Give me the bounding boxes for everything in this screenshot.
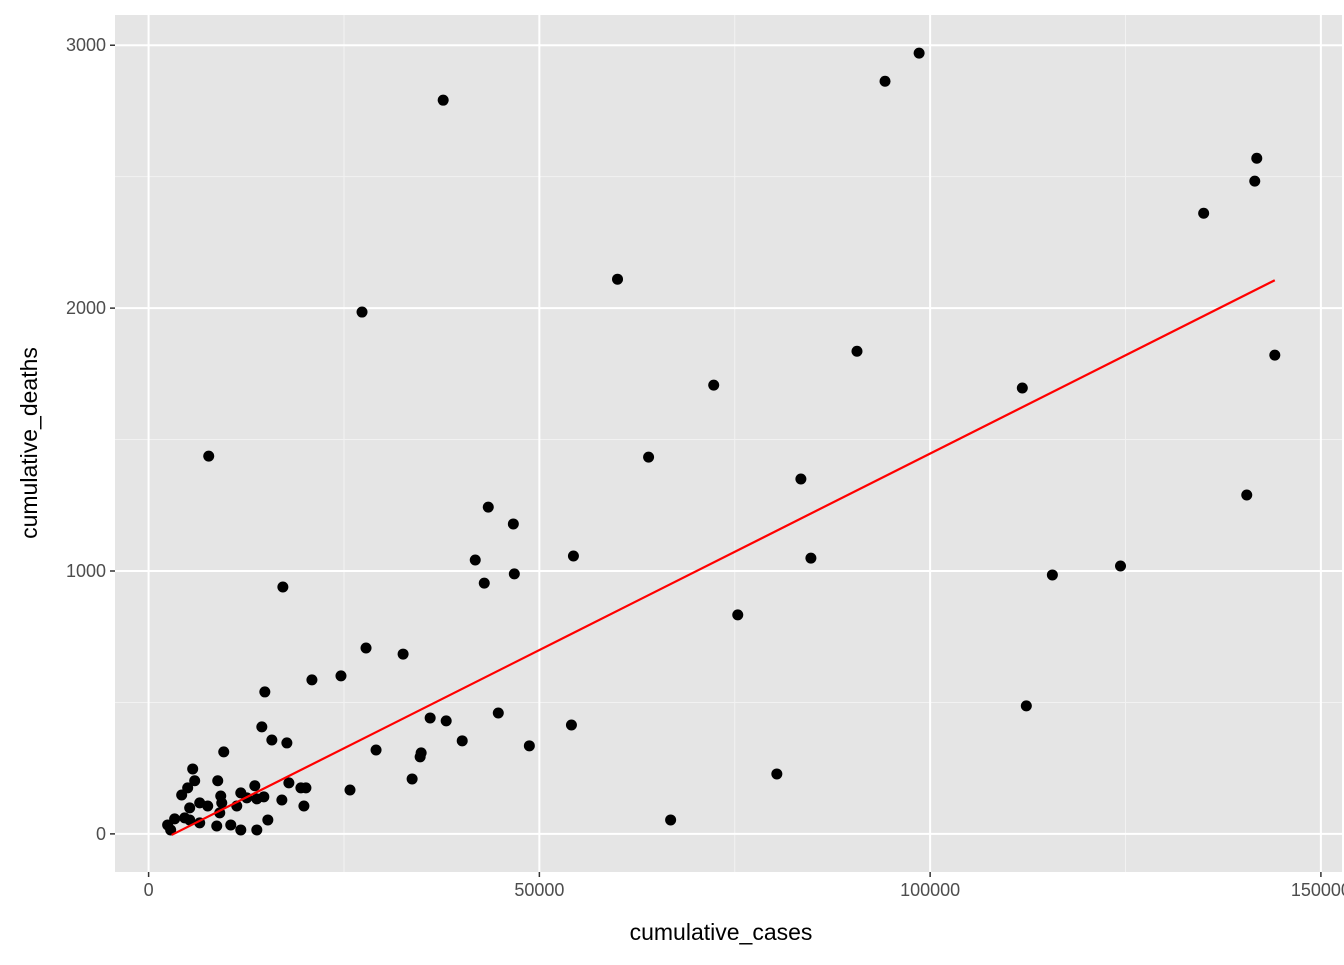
- data-point: [665, 814, 677, 826]
- data-point: [262, 814, 274, 826]
- data-point: [182, 782, 194, 794]
- data-point: [478, 577, 490, 589]
- y-tick-label: 0: [96, 824, 106, 844]
- data-point: [1020, 700, 1032, 712]
- data-point: [567, 550, 579, 562]
- data-point: [225, 819, 237, 831]
- data-point: [165, 824, 177, 836]
- data-point: [277, 581, 289, 593]
- data-point: [437, 94, 449, 106]
- data-point: [218, 746, 230, 758]
- data-point: [1241, 489, 1253, 501]
- data-point: [344, 784, 356, 796]
- y-axis: 0 1000 2000 3000: [66, 35, 115, 844]
- x-tick-label: 50000: [514, 880, 564, 900]
- data-point: [212, 775, 224, 787]
- data-point: [805, 552, 817, 564]
- data-point: [771, 768, 783, 780]
- regression-line: [171, 279, 1276, 836]
- data-point: [1249, 175, 1261, 187]
- data-point: [523, 740, 535, 752]
- data-point: [281, 737, 293, 749]
- data-point: [507, 518, 519, 530]
- data-point: [795, 473, 807, 485]
- data-point: [492, 707, 504, 719]
- data-point: [879, 75, 891, 87]
- data-point: [211, 820, 223, 832]
- data-point: [356, 306, 368, 318]
- fit-line-group: [171, 279, 1276, 836]
- data-point: [259, 686, 271, 698]
- y-tick-label: 1000: [66, 561, 106, 581]
- y-axis-label: cumulative_deaths: [16, 347, 42, 539]
- data-point: [482, 501, 494, 513]
- data-point: [440, 715, 452, 727]
- data-point: [1016, 382, 1028, 394]
- x-tick-label: 100000: [900, 880, 960, 900]
- data-point: [414, 751, 426, 763]
- data-point: [406, 773, 418, 785]
- data-point: [1269, 349, 1281, 361]
- data-point: [283, 777, 295, 789]
- data-point: [256, 721, 268, 733]
- grid: [115, 15, 1342, 872]
- x-axis-label: cumulative_cases: [630, 919, 813, 945]
- data-point: [851, 345, 863, 357]
- data-point: [276, 794, 288, 806]
- data-point: [424, 712, 436, 724]
- data-point: [203, 450, 215, 462]
- data-point: [179, 812, 191, 824]
- data-point: [397, 648, 409, 660]
- data-point: [235, 824, 247, 836]
- data-point: [913, 47, 925, 59]
- data-point: [251, 824, 263, 836]
- data-point: [612, 273, 624, 285]
- data-point: [1251, 152, 1263, 164]
- data-point: [306, 674, 318, 686]
- data-point: [1046, 569, 1058, 581]
- points: [162, 47, 1281, 836]
- data-point: [335, 670, 347, 682]
- data-point: [469, 554, 481, 566]
- x-tick-label: 0: [144, 880, 154, 900]
- data-point: [298, 800, 310, 812]
- data-point: [1198, 207, 1210, 219]
- data-point: [189, 775, 201, 787]
- data-point: [300, 782, 312, 794]
- data-point: [456, 735, 468, 747]
- data-point: [1115, 560, 1127, 572]
- data-point: [708, 379, 720, 391]
- y-tick-label: 2000: [66, 298, 106, 318]
- data-point: [251, 793, 263, 805]
- plot-panel: [115, 15, 1342, 872]
- data-point: [360, 642, 372, 654]
- data-point: [249, 780, 261, 792]
- data-point: [565, 719, 577, 731]
- data-point: [187, 763, 199, 775]
- data-point: [266, 734, 278, 746]
- data-point: [732, 609, 744, 621]
- data-point: [370, 744, 382, 756]
- data-point: [184, 802, 196, 814]
- data-point: [202, 800, 214, 812]
- data-point: [216, 797, 228, 809]
- data-point: [508, 568, 520, 580]
- y-tick-label: 3000: [66, 35, 106, 55]
- data-point: [643, 451, 655, 463]
